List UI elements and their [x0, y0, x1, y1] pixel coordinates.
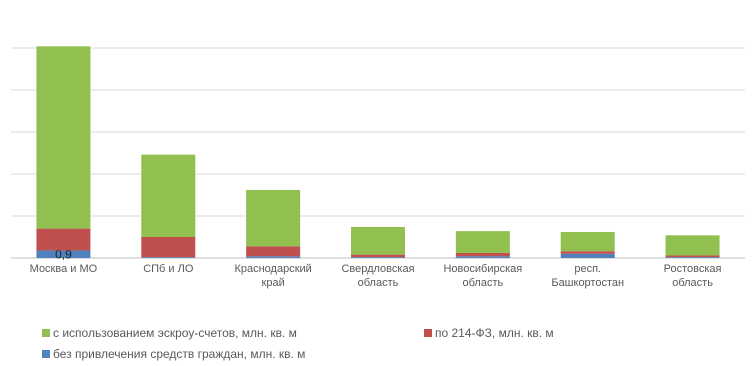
- bar-segment: [455, 252, 510, 257]
- bar-segment: [560, 231, 615, 252]
- x-tick-label: Ростовская область: [664, 263, 722, 289]
- legend-swatch: [42, 329, 50, 337]
- bar-segment: [141, 154, 196, 237]
- bar-segment: [36, 228, 91, 251]
- bar-segment: [246, 246, 301, 257]
- legend-swatch: [42, 350, 50, 358]
- legend-swatch: [424, 329, 432, 337]
- legend-label: по 214-ФЗ, млн. кв. м: [435, 326, 554, 340]
- bar-segment: [36, 250, 91, 258]
- bar-segment: [665, 235, 720, 256]
- bar-segment: [351, 226, 405, 255]
- bar-segment: [665, 257, 720, 258]
- bar-segment: [141, 257, 196, 258]
- x-tick-label: Новосибирская область: [443, 263, 522, 289]
- bar-segment: [560, 251, 615, 254]
- x-tick-label: Свердловская область: [341, 263, 414, 289]
- x-tick-label: Москва и МО: [30, 263, 98, 275]
- bar-segment: [455, 256, 510, 258]
- bar-segment: [560, 253, 615, 258]
- bar-segment: [246, 189, 301, 247]
- bar-segment: [351, 254, 405, 258]
- data-label: 0,9: [55, 247, 72, 261]
- x-tick-label: Краснодарский край: [234, 263, 311, 289]
- x-tick-label: респ. Башкортостан: [551, 263, 624, 289]
- bar-segment: [665, 255, 720, 258]
- bar-segment: [141, 237, 196, 258]
- bar-segment: [246, 256, 301, 258]
- bar-segment: [455, 231, 510, 253]
- bar-segment: [351, 257, 405, 258]
- bar-segment: [36, 46, 91, 229]
- x-tick-label: СПб и ЛО: [143, 263, 194, 275]
- legend-label: без привлечения средств граждан, млн. кв…: [53, 347, 305, 361]
- legend-label: с использованием эскроу-счетов, млн. кв.…: [53, 326, 297, 340]
